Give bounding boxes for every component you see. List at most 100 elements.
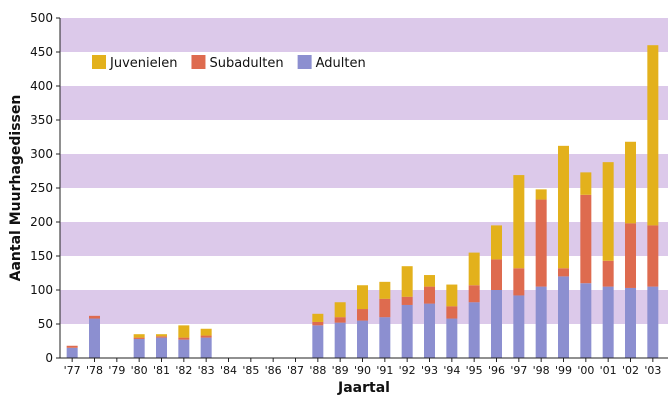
- x-tick-label: '03: [644, 364, 661, 377]
- bar-segment-juvenielen: [133, 334, 145, 338]
- bar-segment-subadulten: [156, 336, 167, 338]
- bar-segment-juvenielen: [312, 313, 324, 322]
- x-tick-label: '78: [86, 364, 103, 377]
- x-tick-label: '81: [153, 364, 170, 377]
- bar-segment-subadulten: [178, 337, 190, 340]
- x-tick-label: '97: [510, 364, 527, 377]
- bar-segment-adulten: [357, 320, 368, 358]
- bar-segment-juvenielen: [513, 175, 525, 269]
- bar-segment-juvenielen: [401, 266, 413, 297]
- bar-segment-adulten: [446, 318, 458, 358]
- x-tick-label: '80: [131, 364, 148, 377]
- bar-segment-subadulten: [401, 296, 413, 305]
- bar-segment-subadulten: [379, 298, 391, 318]
- bar-segment-subadulten: [580, 194, 592, 284]
- y-tick-label: 450: [30, 45, 53, 59]
- bar-segment-adulten: [513, 295, 525, 358]
- legend-swatch-adulten: [297, 55, 312, 69]
- x-tick-label: '84: [220, 364, 237, 377]
- bar-segment-subadulten: [133, 337, 145, 339]
- y-tick-label: 150: [30, 249, 53, 263]
- x-tick-label: '87: [287, 364, 304, 377]
- bar-segment-juvenielen: [379, 281, 391, 299]
- legend-swatch-juvenielen: [92, 55, 106, 69]
- bar-segment-adulten: [401, 304, 413, 358]
- bar-segment-juvenielen: [535, 189, 547, 200]
- bar-segment-subadulten: [357, 309, 368, 321]
- legend-label-subadulten: Subadulten: [209, 56, 283, 71]
- bar-segment-subadulten: [334, 317, 346, 323]
- x-tick-label: '95: [466, 364, 483, 377]
- x-tick-label: '94: [443, 364, 460, 377]
- x-tick-label: '01: [600, 364, 617, 377]
- bar-segment-adulten: [89, 318, 100, 358]
- bar-segment-juvenielen: [200, 328, 212, 336]
- bar-segment-subadulten: [535, 199, 547, 287]
- bar-segment-juvenielen: [558, 145, 569, 269]
- bar-segment-juvenielen: [334, 302, 346, 318]
- bar-segment-adulten: [66, 347, 78, 358]
- x-tick-label: '86: [265, 364, 282, 377]
- bar-segment-adulten: [491, 290, 502, 358]
- bar-segment-adulten: [133, 338, 145, 358]
- grid-band: [60, 18, 668, 52]
- bar-segment-subadulten: [558, 268, 569, 277]
- bar-segment-subadulten: [200, 335, 212, 338]
- bar-segment-adulten: [379, 317, 391, 358]
- bar-segment-subadulten: [66, 345, 78, 348]
- bar-segment-juvenielen: [357, 285, 368, 310]
- x-tick-label: '79: [108, 364, 125, 377]
- y-tick-label: 0: [45, 351, 53, 365]
- bar-segment-adulten: [156, 337, 167, 358]
- bar-segment-juvenielen: [580, 172, 592, 195]
- legend-label-adulten: Adulten: [316, 56, 366, 71]
- y-tick-label: 500: [30, 11, 53, 25]
- bar-segment-adulten: [535, 286, 547, 358]
- bar-segment-adulten: [625, 287, 636, 358]
- bar-segment-adulten: [468, 302, 480, 358]
- bar-segment-subadulten: [491, 259, 502, 290]
- bar-segment-juvenielen: [156, 334, 167, 337]
- bar-segment-adulten: [580, 283, 592, 358]
- x-axis: '77 '78 '79 '80 '81 '82 '83 '84 '85 '86 '87 '88 '89 '…: [64, 358, 661, 377]
- x-tick-label: '83: [198, 364, 215, 377]
- bar-segment-adulten: [334, 322, 346, 358]
- x-tick-label: '89: [332, 364, 349, 377]
- bar-segment-subadulten: [513, 268, 525, 296]
- y-tick-label: 350: [30, 113, 53, 127]
- bar-segment-subadulten: [647, 225, 659, 287]
- bar-segment-subadulten: [468, 285, 480, 303]
- bar-segment-juvenielen: [602, 162, 614, 261]
- x-tick-label: '96: [488, 364, 505, 377]
- x-tick-label: '91: [376, 364, 393, 377]
- bar-segment-subadulten: [602, 260, 614, 287]
- x-tick-label: '88: [309, 364, 326, 377]
- legend-swatch-subadulten: [191, 55, 206, 69]
- bar-segment-juvenielen: [625, 141, 636, 224]
- bar-segment-juvenielen: [424, 275, 435, 287]
- bar-segment-juvenielen: [446, 284, 458, 307]
- x-tick-label: '90: [354, 364, 371, 377]
- y-tick-label: 200: [30, 215, 53, 229]
- x-tick-label: '02: [622, 364, 639, 377]
- y-tick-label: 300: [30, 147, 53, 161]
- grid-band: [60, 86, 668, 120]
- x-tick-label: '85: [242, 364, 259, 377]
- bar-segment-juvenielen: [468, 252, 480, 286]
- x-tick-label: '92: [399, 364, 416, 377]
- x-tick-label: '98: [533, 364, 550, 377]
- bar-segment-adulten: [602, 286, 614, 358]
- grid-band: [60, 222, 668, 256]
- legend-label-juvenielen: Juvenielen: [109, 56, 177, 71]
- y-tick-label: 50: [38, 317, 53, 331]
- bar-segment-juvenielen: [491, 225, 502, 260]
- y-axis-title: Aantal Muurhagedissen: [8, 95, 24, 282]
- x-tick-label: '93: [421, 364, 438, 377]
- y-axis: 0 50 100 150 200 250 300 350 400 450 500: [30, 11, 60, 365]
- x-axis-title: Jaartal: [337, 380, 390, 396]
- y-tick-label: 400: [30, 79, 53, 93]
- bar-segment-adulten: [200, 337, 212, 358]
- x-tick-label: '77: [64, 364, 81, 377]
- x-tick-label: '00: [577, 364, 594, 377]
